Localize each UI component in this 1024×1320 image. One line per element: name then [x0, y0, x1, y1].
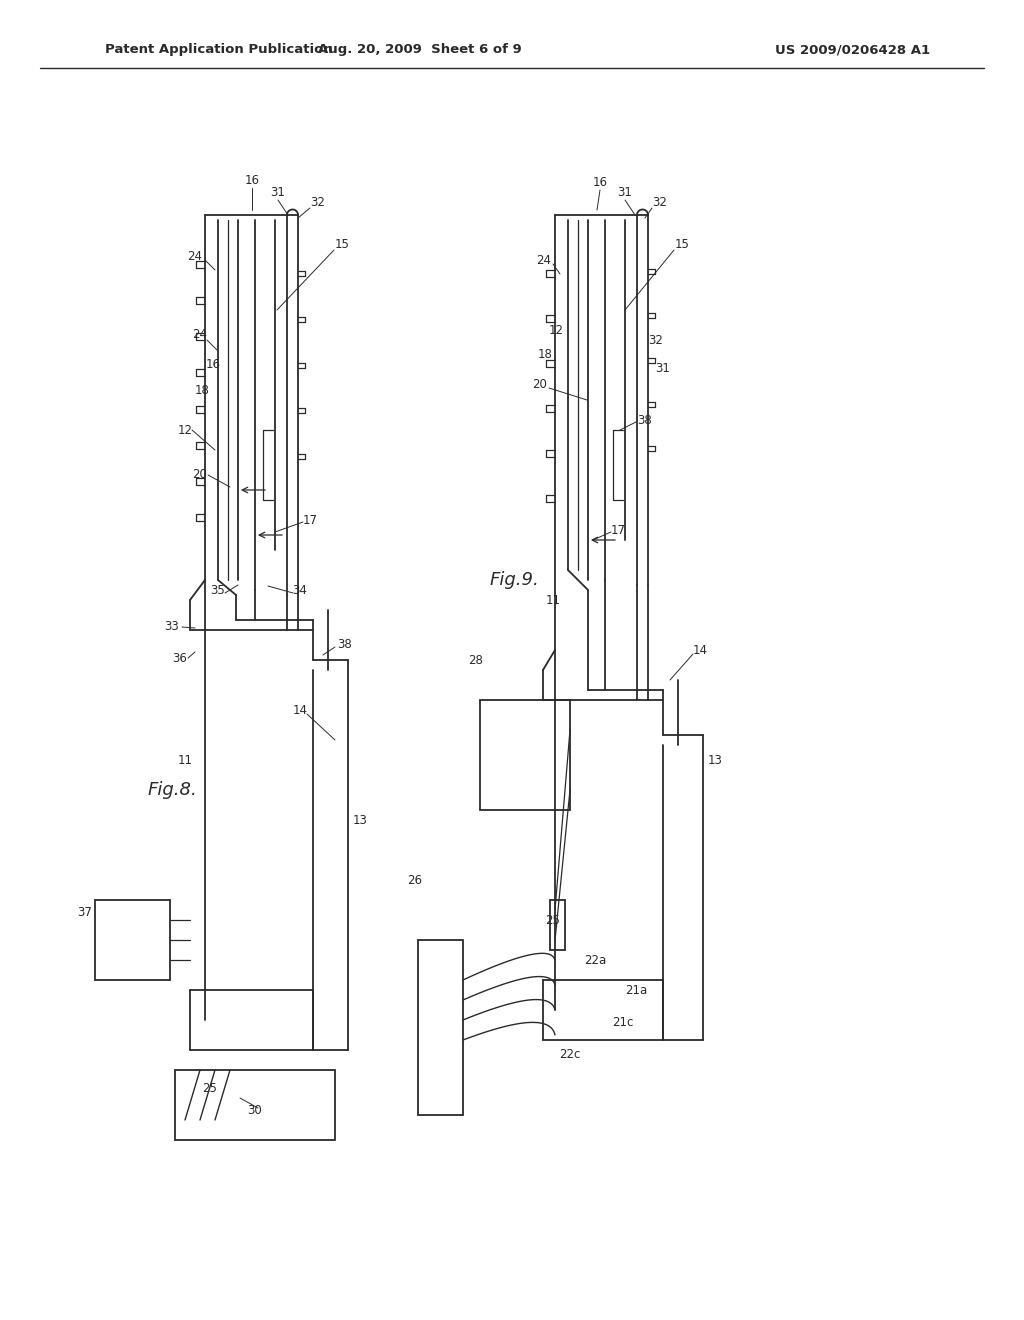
Text: 20: 20	[532, 379, 548, 392]
Bar	[480, 700, 570, 810]
Text: 24: 24	[187, 249, 203, 263]
Text: 32: 32	[648, 334, 664, 346]
Text: 16: 16	[206, 359, 220, 371]
Text: Fig.9.: Fig.9.	[490, 572, 540, 589]
Text: 18: 18	[195, 384, 210, 396]
Text: 11: 11	[177, 754, 193, 767]
Text: Fig.8.: Fig.8.	[148, 781, 198, 799]
Text: 15: 15	[335, 239, 349, 252]
Text: 24: 24	[193, 329, 208, 342]
Text: 17: 17	[610, 524, 626, 536]
Text: 32: 32	[310, 195, 326, 209]
Text: 16: 16	[245, 173, 259, 186]
Text: 11: 11	[546, 594, 560, 606]
Text: 14: 14	[293, 704, 307, 717]
Text: 38: 38	[638, 413, 652, 426]
Bar	[95, 900, 170, 979]
Text: Patent Application Publication: Patent Application Publication	[105, 44, 333, 57]
Text: 36: 36	[173, 652, 187, 664]
Text: 28: 28	[469, 653, 483, 667]
Text: 26: 26	[408, 874, 423, 887]
Text: 31: 31	[270, 186, 286, 199]
Text: 12: 12	[549, 323, 563, 337]
Text: 17: 17	[302, 513, 317, 527]
Text: 35: 35	[211, 583, 225, 597]
Text: 14: 14	[692, 644, 708, 656]
Text: 25: 25	[546, 913, 560, 927]
Text: 12: 12	[177, 424, 193, 437]
Text: 22c: 22c	[559, 1048, 581, 1061]
Text: 21c: 21c	[612, 1015, 634, 1028]
Text: 37: 37	[78, 906, 92, 919]
Text: US 2009/0206428 A1: US 2009/0206428 A1	[775, 44, 930, 57]
Text: 31: 31	[655, 362, 671, 375]
Text: 34: 34	[293, 583, 307, 597]
Text: 25: 25	[203, 1081, 217, 1094]
Text: 21a: 21a	[625, 983, 647, 997]
Text: 22a: 22a	[584, 953, 606, 966]
Text: 24: 24	[537, 253, 552, 267]
Text: 18: 18	[538, 348, 552, 362]
Text: 15: 15	[675, 239, 689, 252]
Text: Aug. 20, 2009  Sheet 6 of 9: Aug. 20, 2009 Sheet 6 of 9	[318, 44, 522, 57]
Text: 16: 16	[593, 176, 607, 189]
Text: 20: 20	[193, 469, 208, 482]
Text: 31: 31	[617, 186, 633, 198]
Text: 30: 30	[248, 1104, 262, 1117]
Text: 32: 32	[652, 195, 668, 209]
Bar	[418, 940, 463, 1115]
Text: 33: 33	[165, 620, 179, 634]
Bar	[550, 900, 565, 950]
Bar	[175, 1071, 335, 1140]
Text: 13: 13	[708, 754, 723, 767]
Text: 13: 13	[352, 813, 368, 826]
Text: 38: 38	[338, 639, 352, 652]
